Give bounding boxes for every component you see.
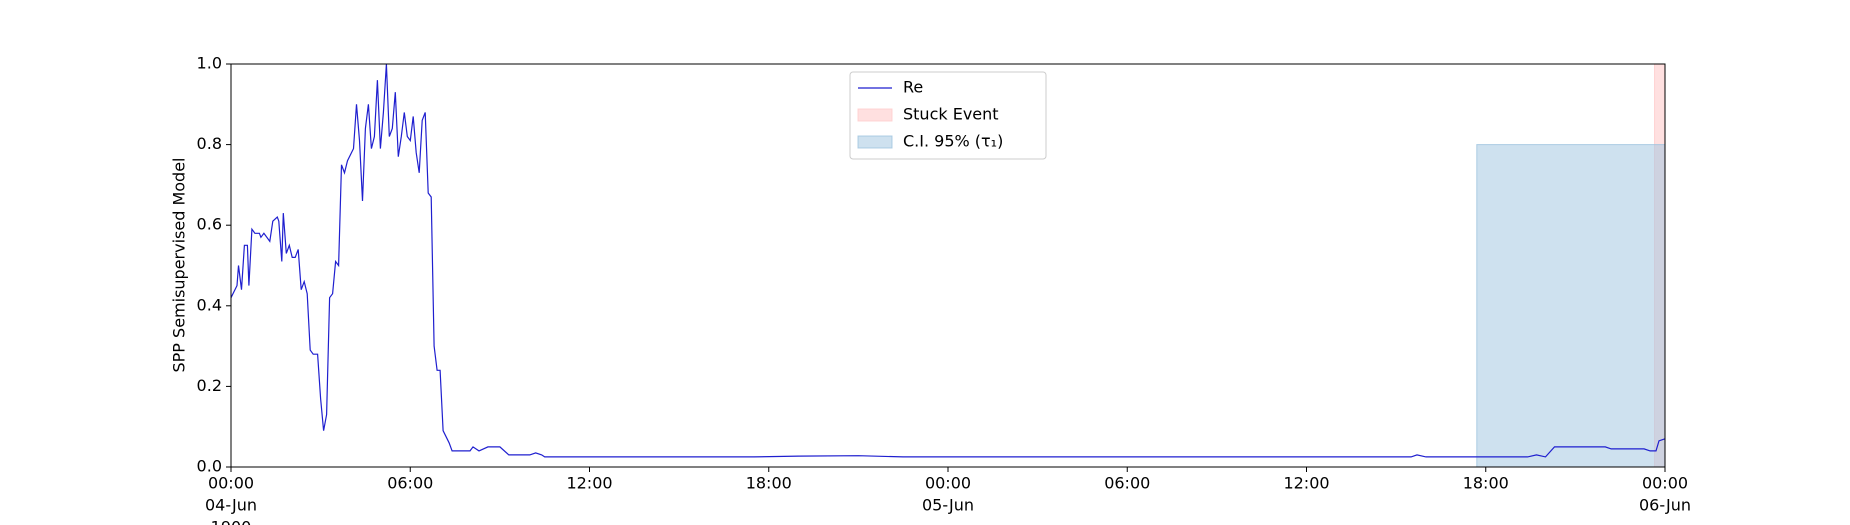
x-tick-label: 06:00: [387, 474, 433, 493]
y-tick-label: 0.4: [197, 295, 222, 314]
data-line: [230, 63, 1666, 458]
x-tick-label: 00:00: [925, 474, 971, 493]
legend-patch: [857, 135, 893, 149]
x-date-label: 06-Jun: [1639, 496, 1691, 515]
x-tick-label: 18:00: [746, 474, 792, 493]
legend-box: [849, 71, 1047, 160]
legend-label: C.I. 95% (τ₁): [903, 132, 1003, 151]
x-date-label: 04-Jun: [205, 496, 257, 515]
legend-label: Re: [903, 78, 923, 97]
x-tick-label: 12:00: [1283, 474, 1329, 493]
y-tick-label: 1.0: [197, 54, 222, 73]
shaded-region: [1476, 144, 1666, 468]
y-tick-label: 0.2: [197, 376, 222, 395]
y-tick-label: 0.0: [197, 457, 222, 476]
x-date-label: 05-Jun: [922, 496, 974, 515]
x-tick-label: 06:00: [1104, 474, 1150, 493]
legend-patch: [857, 108, 893, 122]
y-tick-label: 0.6: [197, 215, 222, 234]
x-tick-label: 12:00: [566, 474, 612, 493]
y-tick-label: 0.8: [197, 134, 222, 153]
x-year-label: 1900: [211, 518, 252, 525]
x-tick-label: 00:00: [208, 474, 254, 493]
legend-label: Stuck Event: [903, 105, 999, 124]
x-tick-label: 00:00: [1642, 474, 1688, 493]
y-axis-label: SPP Semisupervised Model: [170, 158, 189, 373]
x-tick-label: 18:00: [1463, 474, 1509, 493]
